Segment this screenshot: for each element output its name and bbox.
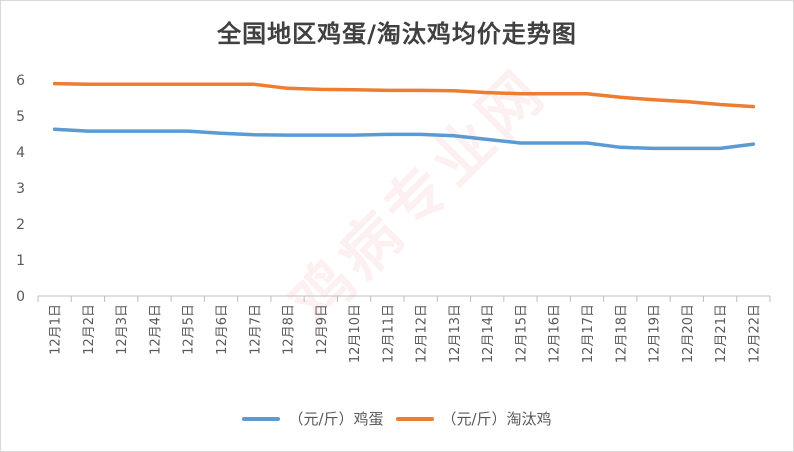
x-tick-label: 12月22日 [747,304,762,363]
y-tick-label: 3 [16,181,25,197]
legend-item-egg: （元/斤）鸡蛋 [242,408,384,429]
y-tick-label: 5 [16,109,25,125]
legend-label-hen: （元/斤）淘汰鸡 [441,410,552,428]
chart-title: 全国地区鸡蛋/淘汰鸡均价走势图 [217,20,577,48]
legend-swatch-hen [395,416,434,421]
y-tick-label: 4 [16,145,25,161]
x-tick-label: 12月2日 [82,304,97,355]
x-tick-label: 12月3日 [115,304,130,355]
x-tick-label: 12月7日 [248,304,263,355]
x-tick-label: 12月12日 [415,304,430,363]
legend-label-egg: （元/斤）鸡蛋 [288,410,384,428]
x-tick-label: 12月14日 [481,304,496,363]
x-tick-label: 12月4日 [148,304,163,355]
x-tick-label: 12月13日 [448,304,463,363]
series-line-egg [52,127,756,151]
x-tick-label: 12月17日 [581,304,596,363]
x-tick-label: 12月1日 [49,304,64,355]
x-tick-label: 12月16日 [548,304,563,363]
y-tick-label: 0 [16,289,25,305]
y-tick-label: 1 [16,253,25,269]
y-tick-label: 6 [16,73,25,89]
series-line-culled-hen [52,81,756,109]
legend-swatch-egg [242,416,281,421]
y-tick-label: 2 [16,217,25,233]
legend: （元/斤）鸡蛋 （元/斤）淘汰鸡 [0,408,794,429]
x-tick-label: 12月6日 [215,304,230,355]
x-tick-label: 12月19日 [648,304,663,363]
legend-item-hen: （元/斤）淘汰鸡 [395,408,552,429]
x-tick-label: 12月8日 [282,304,297,355]
x-tick-label: 12月10日 [348,304,363,363]
x-tick-label: 12月11日 [381,304,396,363]
x-tick-label: 12月15日 [514,304,529,363]
x-tick-label: 12月21日 [714,304,729,363]
x-tick-label: 12月5日 [182,304,197,355]
x-tick-label: 12月20日 [681,304,696,363]
x-tick-label: 12月9日 [315,304,330,355]
x-tick-label: 12月18日 [614,304,629,363]
